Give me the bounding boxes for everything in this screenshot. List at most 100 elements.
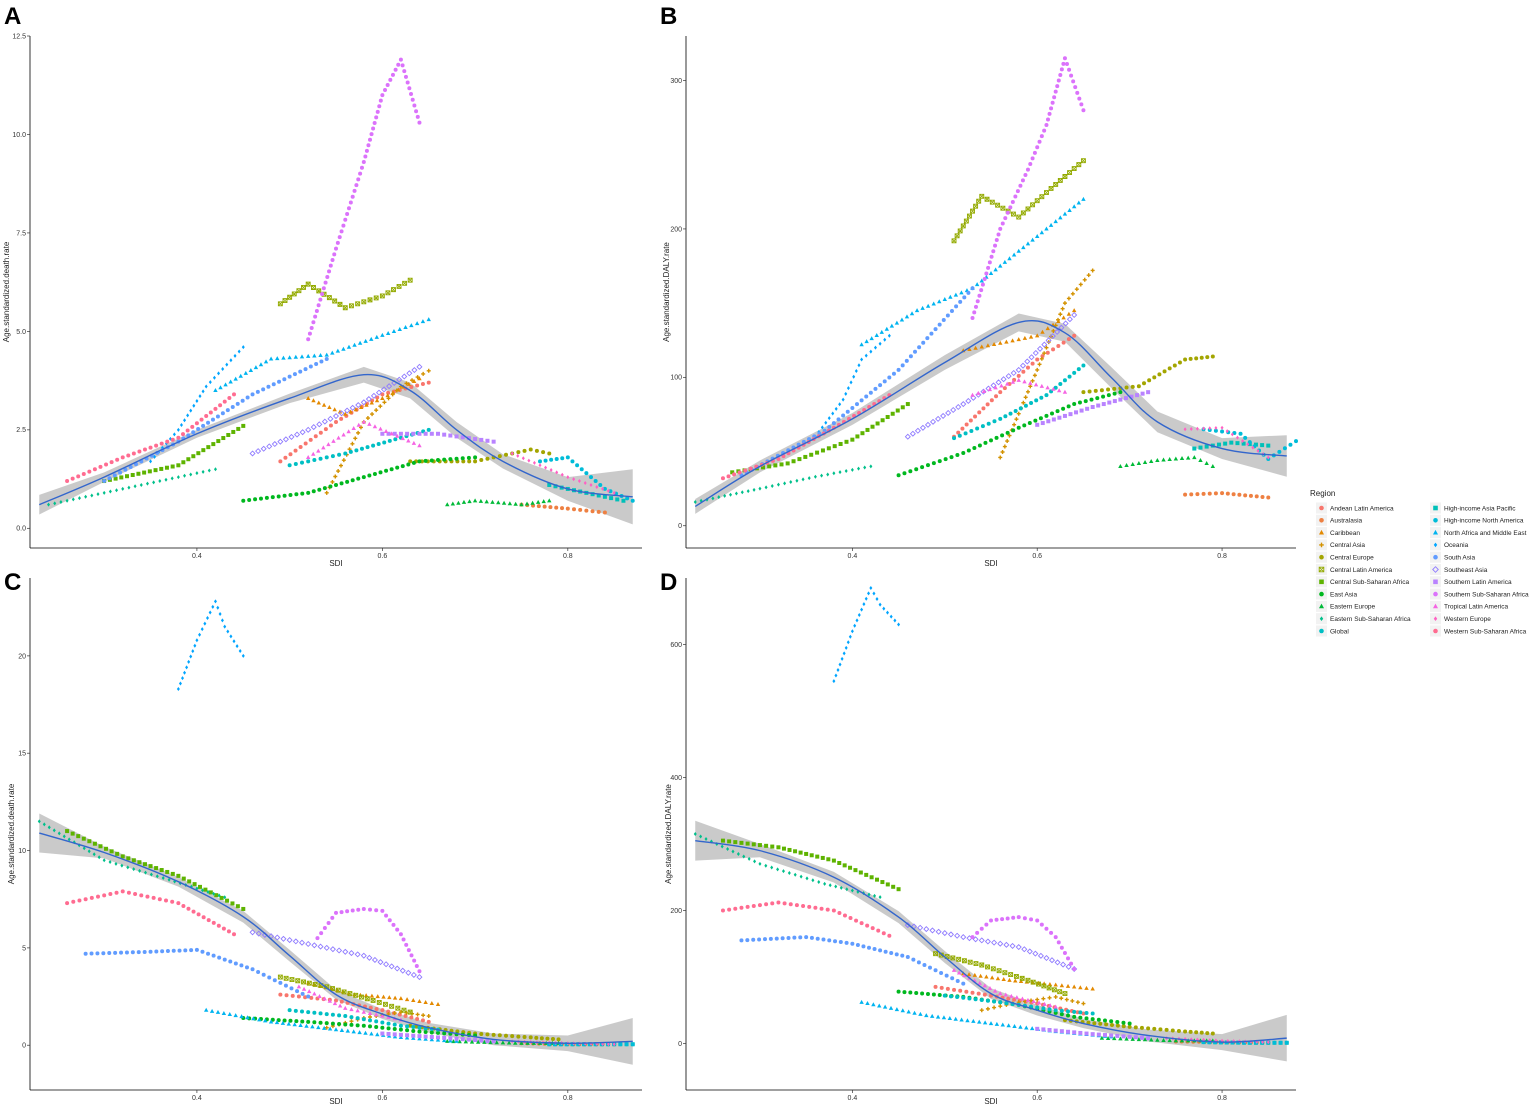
data-point (390, 392, 395, 397)
data-point (857, 612, 861, 617)
data-point (201, 915, 206, 920)
data-point (417, 443, 422, 448)
data-point (955, 403, 962, 411)
data-point (525, 1040, 530, 1045)
data-point (1062, 320, 1069, 327)
data-point (793, 872, 797, 877)
data-point (966, 448, 971, 453)
data-point (815, 936, 820, 941)
panel-c-series-central-latin-america (277, 974, 413, 1015)
data-point (309, 325, 314, 330)
legend-item-high-income-asia-pacific: High-income Asia Pacific (1430, 502, 1516, 514)
data-point (1040, 421, 1045, 426)
data-point (1035, 357, 1040, 362)
data-point (1071, 166, 1077, 172)
data-point (1045, 117, 1050, 122)
data-point (1021, 245, 1026, 250)
data-point (1084, 1010, 1089, 1015)
data-point (194, 421, 199, 426)
data-point (1204, 444, 1209, 449)
data-point (1005, 430, 1010, 435)
data-point (958, 988, 963, 993)
panel-d-series-central-latin-america (933, 951, 1068, 997)
data-point (1041, 983, 1047, 989)
data-point (1000, 205, 1006, 211)
data-point (897, 622, 901, 627)
data-point (448, 433, 453, 438)
data-point (797, 457, 802, 462)
data-point (255, 448, 262, 455)
data-point (244, 965, 249, 970)
data-point (618, 1042, 623, 1047)
data-point (579, 467, 584, 472)
data-point (298, 445, 303, 450)
data-point (1155, 1037, 1160, 1042)
data-point (510, 451, 514, 456)
data-point (560, 456, 565, 461)
data-point (282, 298, 288, 303)
data-point (1019, 975, 1025, 981)
data-point (1062, 951, 1067, 956)
data-point (318, 456, 323, 461)
data-point (417, 1029, 422, 1034)
data-point (217, 371, 221, 376)
data-point (181, 876, 186, 881)
data-point (827, 424, 832, 429)
data-point (310, 1024, 315, 1029)
data-point (233, 1013, 238, 1018)
data-point (1084, 1031, 1089, 1036)
data-point (1044, 413, 1049, 418)
data-point (183, 418, 187, 423)
data-point (1188, 1029, 1193, 1034)
data-point (222, 399, 227, 404)
data-point (1127, 1021, 1132, 1026)
data-point (1059, 983, 1065, 988)
data-point (850, 467, 854, 472)
data-point (987, 260, 992, 265)
data-point (1080, 158, 1086, 164)
data-point (1007, 256, 1012, 261)
data-point (305, 940, 312, 948)
data-point (321, 286, 326, 291)
data-point (287, 463, 292, 468)
legend-item-caribbean: Caribbean (1316, 527, 1360, 539)
panel-c-y-tick-label: 5 (22, 945, 26, 952)
data-point (1013, 194, 1018, 199)
data-point (723, 493, 727, 498)
data-point (192, 403, 196, 408)
data-point (192, 882, 197, 887)
data-point (550, 1036, 555, 1041)
data-point (996, 232, 1001, 237)
data-point (267, 975, 272, 980)
data-point (764, 902, 769, 907)
data-point (1147, 378, 1152, 383)
data-point (1243, 435, 1248, 440)
data-point (467, 459, 472, 464)
panel-b-series-southern-latin-america (1035, 390, 1151, 427)
data-point (1039, 356, 1044, 361)
data-point (232, 932, 236, 937)
data-point (848, 916, 853, 921)
data-point (324, 356, 329, 361)
data-point (1044, 123, 1049, 128)
data-point (322, 486, 327, 491)
data-point (191, 649, 195, 654)
data-point (577, 479, 581, 484)
data-point (989, 254, 994, 259)
panel-b-series-tropical-latin-america (970, 377, 1068, 397)
data-point (408, 459, 413, 464)
data-point (1008, 205, 1013, 210)
data-point (751, 842, 756, 847)
data-point (339, 999, 344, 1004)
data-point (920, 465, 925, 470)
legend-label: South Asia (1444, 555, 1475, 562)
data-point (199, 417, 204, 422)
data-point (331, 438, 336, 443)
data-point (367, 297, 373, 303)
data-point (356, 476, 361, 481)
data-point (327, 269, 332, 274)
data-point (1115, 1020, 1120, 1025)
panel-b-series-western-europe (1183, 425, 1270, 460)
data-point (299, 429, 306, 436)
data-point (1011, 252, 1017, 257)
